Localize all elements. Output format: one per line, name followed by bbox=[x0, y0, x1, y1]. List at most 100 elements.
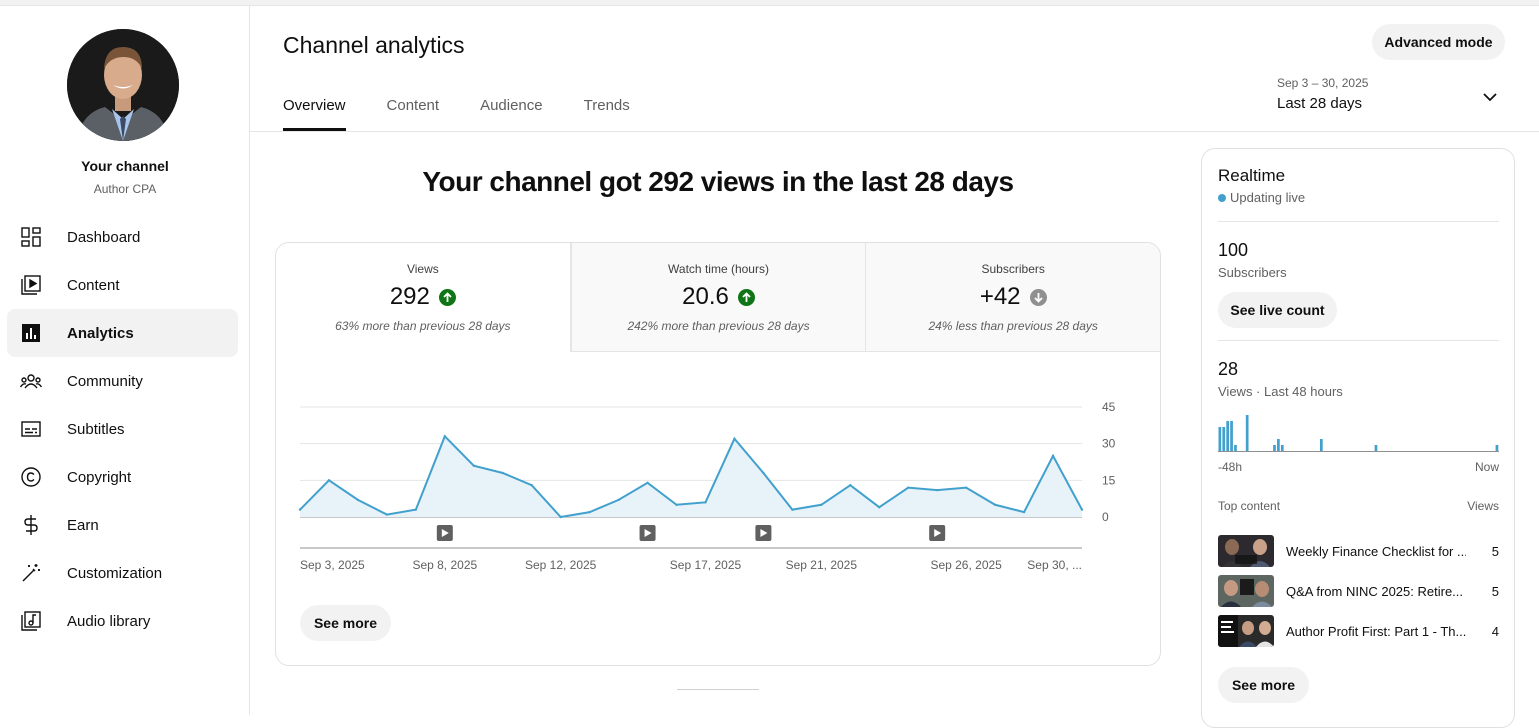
top-content-item[interactable]: Weekly Finance Checklist for ... 5 bbox=[1218, 535, 1499, 567]
data-point[interactable] bbox=[935, 488, 939, 492]
video-thumbnail bbox=[1218, 535, 1274, 567]
metric-label: Watch time (hours) bbox=[668, 262, 769, 276]
sidebar-item-analytics[interactable]: Analytics bbox=[7, 309, 238, 357]
video-marker-icon[interactable] bbox=[639, 525, 656, 541]
data-point[interactable] bbox=[414, 508, 418, 511]
video-marker-icon[interactable] bbox=[436, 525, 453, 541]
chevron-down-icon[interactable] bbox=[1481, 88, 1499, 111]
see-more-button[interactable]: See more bbox=[300, 605, 391, 641]
avatar[interactable] bbox=[67, 29, 179, 141]
sidebar-item-audio-library[interactable]: Audio library bbox=[7, 597, 238, 645]
data-point[interactable] bbox=[646, 481, 649, 484]
realtime-bar[interactable] bbox=[1374, 445, 1378, 451]
arrow-down-icon bbox=[1029, 288, 1047, 306]
realtime-bar[interactable] bbox=[1234, 445, 1237, 451]
data-point[interactable] bbox=[993, 503, 997, 506]
sidebar-item-copyright[interactable]: Copyright bbox=[7, 453, 238, 501]
realtime-bar[interactable] bbox=[1226, 421, 1230, 451]
sidebar-item-content[interactable]: Content bbox=[7, 261, 238, 309]
sidebar-item-subtitles[interactable]: Subtitles bbox=[7, 405, 238, 453]
top-content-item[interactable]: Q&A from NINC 2025: Retire... 5 bbox=[1218, 575, 1499, 607]
realtime-bar[interactable] bbox=[1222, 427, 1226, 451]
data-point[interactable] bbox=[704, 501, 707, 504]
metric-value-row: +42 bbox=[866, 283, 1160, 311]
video-thumbnail bbox=[1218, 575, 1274, 607]
data-point[interactable] bbox=[820, 503, 823, 506]
data-point[interactable] bbox=[559, 515, 562, 519]
realtime-bar[interactable] bbox=[1218, 427, 1222, 451]
tab-content[interactable]: Content bbox=[386, 97, 440, 114]
realtime-live-status: Updating live bbox=[1218, 190, 1305, 205]
channel-name: Your channel bbox=[81, 158, 169, 174]
top-content-item[interactable]: Author Profit First: Part 1 - Th... 4 bbox=[1218, 615, 1499, 647]
data-point[interactable] bbox=[472, 464, 475, 467]
sidebar-item-label: Dashboard bbox=[67, 228, 141, 246]
data-point[interactable] bbox=[443, 435, 447, 438]
realtime-views-count: 28 bbox=[1218, 359, 1239, 379]
see-live-count-button[interactable]: See live count bbox=[1218, 292, 1337, 328]
sidebar-item-label: Earn bbox=[67, 516, 99, 534]
realtime-card: Realtime Updating live 100 Subscribers S… bbox=[1201, 148, 1515, 728]
data-point[interactable] bbox=[675, 503, 678, 506]
data-point[interactable] bbox=[327, 479, 331, 482]
metric-value: 292 bbox=[389, 283, 430, 310]
sidebar-item-community[interactable]: Community bbox=[7, 357, 238, 405]
analytics-icon bbox=[20, 322, 42, 344]
realtime-bar[interactable] bbox=[1319, 439, 1323, 451]
views-column-label: Views bbox=[1467, 499, 1499, 513]
realtime-bar-chart[interactable] bbox=[1218, 404, 1499, 452]
data-point[interactable] bbox=[791, 508, 794, 511]
tab-audience[interactable]: Audience bbox=[480, 97, 543, 114]
realtime-bar[interactable] bbox=[1273, 445, 1276, 451]
data-point[interactable] bbox=[530, 484, 533, 487]
data-point[interactable] bbox=[878, 506, 881, 509]
data-point[interactable] bbox=[356, 498, 360, 502]
see-more-button[interactable]: See more bbox=[1218, 667, 1309, 703]
realtime-bar[interactable] bbox=[1245, 415, 1249, 451]
data-point[interactable] bbox=[588, 510, 591, 514]
data-point[interactable] bbox=[762, 471, 765, 475]
sidebar-item-customization[interactable]: Customization bbox=[7, 549, 238, 597]
data-point[interactable] bbox=[298, 508, 302, 511]
realtime-bar[interactable] bbox=[1230, 421, 1233, 451]
realtime-bar[interactable] bbox=[1280, 445, 1284, 451]
sidebar-item-label: Customization bbox=[67, 564, 163, 582]
date-range-selector[interactable]: Sep 3 – 30, 2025 Last 28 days bbox=[1277, 76, 1368, 112]
realtime-views-label: Views · Last 48 hours bbox=[1218, 384, 1343, 399]
metric-note: 63% more than previous 28 days bbox=[335, 319, 511, 333]
metric-value: +42 bbox=[979, 283, 1021, 310]
data-point[interactable] bbox=[501, 471, 504, 475]
metric-views[interactable]: Views 292 63% more than previous 28 days bbox=[276, 243, 571, 352]
advanced-mode-button[interactable]: Advanced mode bbox=[1372, 24, 1505, 60]
data-point[interactable] bbox=[849, 484, 852, 487]
data-point[interactable] bbox=[964, 486, 968, 489]
sidebar-item-label: Analytics bbox=[67, 324, 134, 342]
data-point[interactable] bbox=[1022, 510, 1026, 514]
sidebar-item-earn[interactable]: Earn bbox=[7, 501, 238, 549]
video-thumbnail bbox=[1218, 615, 1274, 647]
sidebar-item-label: Copyright bbox=[67, 468, 132, 486]
video-marker-icon[interactable] bbox=[755, 525, 772, 541]
metric-watch-time[interactable]: Watch time (hours) 20.6 242% more than p… bbox=[570, 243, 866, 352]
realtime-bar[interactable] bbox=[1495, 445, 1499, 451]
sidebar-item-label: Audio library bbox=[67, 612, 151, 630]
top-bar bbox=[0, 0, 1539, 6]
realtime-bar[interactable] bbox=[1277, 439, 1280, 451]
video-title: Weekly Finance Checklist for ... bbox=[1286, 543, 1466, 559]
data-point[interactable] bbox=[617, 498, 620, 502]
data-point[interactable] bbox=[907, 486, 910, 489]
x-tick-label: Sep 26, 2025 bbox=[930, 558, 1002, 572]
data-point[interactable] bbox=[385, 513, 389, 516]
video-views: 4 bbox=[1491, 623, 1499, 639]
data-point[interactable] bbox=[1051, 454, 1055, 458]
top-content-header: Top content Views bbox=[1218, 499, 1499, 513]
data-point[interactable] bbox=[1080, 508, 1084, 511]
video-marker-icon[interactable] bbox=[929, 525, 946, 541]
sidebar-item-dashboard[interactable]: Dashboard bbox=[7, 213, 238, 261]
metric-subscribers[interactable]: Subscribers +42 24% less than previous 2… bbox=[865, 243, 1160, 352]
tab-trends[interactable]: Trends bbox=[583, 97, 630, 114]
views-chart[interactable]: 45 30 15 0 Sep 3, 2025 Sep 8, 2025 Sep 12, 202… bbox=[276, 352, 1161, 572]
live-label: Updating live bbox=[1230, 190, 1306, 205]
data-point[interactable] bbox=[733, 437, 736, 440]
tab-overview[interactable]: Overview bbox=[283, 97, 346, 131]
